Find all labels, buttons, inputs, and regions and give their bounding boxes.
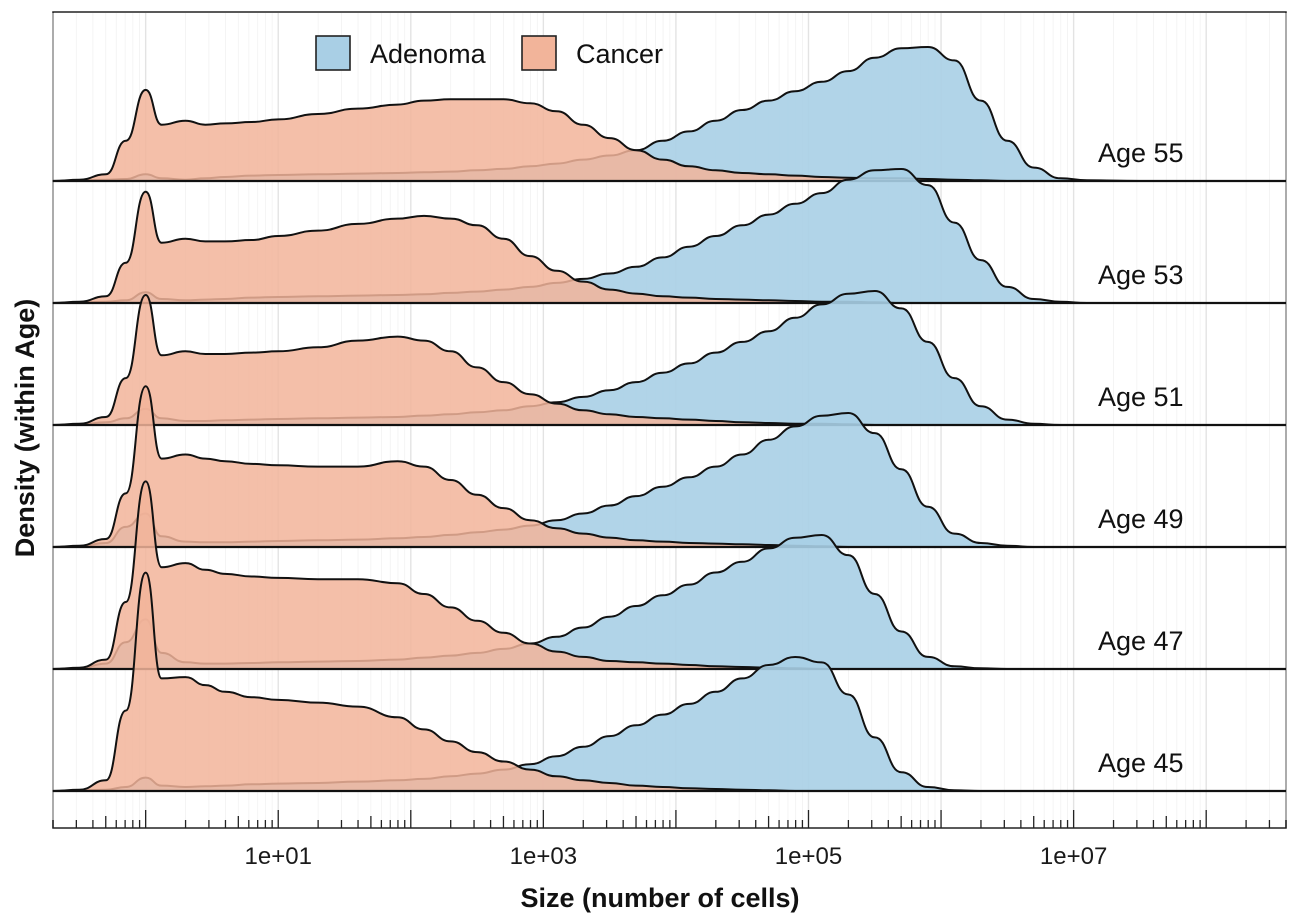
age-label: Age 51 — [1098, 382, 1184, 412]
x-tick-label: 1e+05 — [775, 843, 842, 870]
age-labels: Age 55 Age 53 Age 51 Age 49 Age 47 Age 45 — [1098, 138, 1184, 778]
ridge-group — [52, 480, 1286, 671]
ridge-group — [52, 289, 1286, 427]
legend-label-adenoma: Adenoma — [370, 39, 487, 69]
density-ridges — [52, 45, 1286, 793]
legend: Adenoma Cancer — [315, 35, 663, 71]
ridge-group — [52, 45, 1286, 183]
ridge-group — [52, 385, 1286, 549]
legend-swatch-adenoma — [315, 35, 351, 71]
ridge-group — [52, 571, 1286, 793]
x-tick-label: 1e+07 — [1040, 843, 1107, 870]
x-axis-ticks — [52, 810, 1287, 828]
x-tick-label: 1e+01 — [245, 843, 312, 870]
age-label: Age 55 — [1098, 138, 1184, 168]
age-label: Age 45 — [1098, 748, 1184, 778]
legend-label-cancer: Cancer — [576, 39, 663, 69]
x-axis-tick-labels: 1e+01 1e+03 1e+05 1e+07 — [245, 843, 1108, 870]
y-axis-title: Density (within Age) — [10, 299, 40, 558]
legend-swatch-cancer — [521, 35, 557, 71]
age-label: Age 49 — [1098, 504, 1184, 534]
age-label: Age 53 — [1098, 260, 1184, 290]
x-tick-label: 1e+03 — [510, 843, 577, 870]
age-label: Age 47 — [1098, 626, 1184, 656]
ridge-group — [52, 167, 1286, 305]
x-axis-title: Size (number of cells) — [520, 883, 799, 913]
